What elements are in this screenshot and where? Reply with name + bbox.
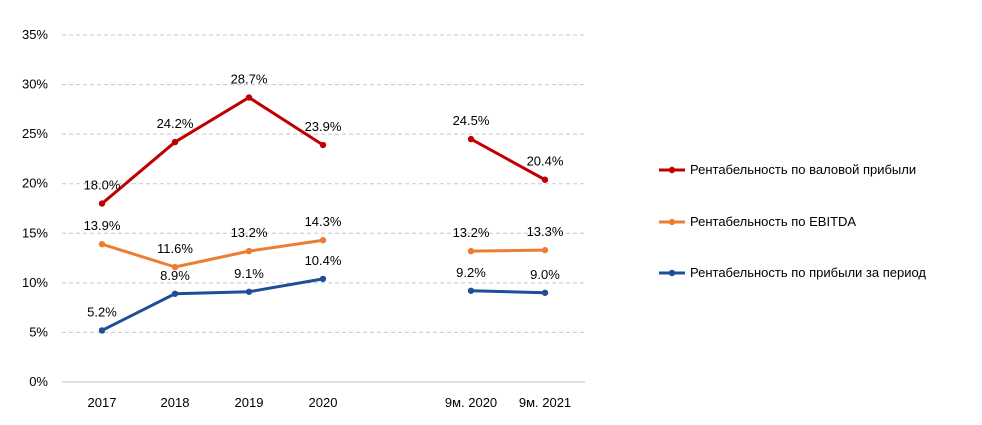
data-point: [467, 287, 475, 294]
data-label: 18.0%: [84, 178, 121, 193]
y-tick-label: 15%: [22, 225, 48, 240]
x-tick-label: 2017: [88, 395, 117, 410]
data-point: [541, 176, 549, 183]
data-point: [541, 246, 549, 254]
data-point: [319, 237, 327, 244]
data-point: [467, 135, 475, 143]
data-point: [98, 200, 106, 207]
data-point: [245, 288, 253, 295]
data-label: 13.2%: [453, 225, 490, 240]
legend-marker: [668, 166, 676, 174]
series-line: [469, 289, 547, 295]
data-label: 11.6%: [157, 241, 193, 256]
data-point: [541, 289, 549, 296]
data-point: [171, 263, 179, 271]
data-point: [98, 240, 106, 248]
data-point: [319, 275, 327, 283]
y-tick-label: 0%: [29, 374, 48, 389]
y-tick-label: 30%: [22, 77, 48, 92]
data-label: 23.9%: [305, 119, 342, 134]
legend-label: Рентабельность по прибыли за период: [690, 265, 926, 280]
x-axis-tick-labels: 2017 2018 2019 2020 9м. 2020 9м. 2021: [88, 395, 572, 410]
data-label: 28.7%: [231, 71, 268, 86]
y-tick-label: 25%: [22, 126, 48, 141]
series-line: [100, 277, 325, 332]
data-point: [171, 290, 179, 297]
y-tick-label: 10%: [22, 275, 48, 290]
data-label: 8.9%: [160, 268, 190, 283]
series-lines: [98, 94, 549, 334]
data-label: 24.2%: [157, 116, 194, 131]
y-tick-label: 20%: [22, 176, 48, 191]
legend-marker: [668, 269, 676, 277]
data-label: 9.1%: [234, 266, 264, 281]
y-tick-label: 35%: [22, 27, 48, 42]
data-label: 10.4%: [305, 253, 342, 268]
legend-marker: [668, 218, 676, 226]
data-labels: 18.0% 24.2% 28.7% 23.9% 24.5% 20.4% 13.9% 11.6%…: [84, 71, 564, 319]
x-tick-label: 9м. 2020: [445, 395, 497, 410]
x-tick-label: 9м. 2021: [519, 395, 571, 410]
y-tick-label: 5%: [29, 324, 48, 339]
legend-label: Рентабельность по EBITDA: [690, 214, 856, 229]
data-point: [319, 141, 327, 149]
series-line: [469, 248, 547, 253]
x-tick-label: 2020: [309, 395, 338, 410]
data-point: [245, 247, 253, 255]
data-point: [171, 138, 179, 146]
gridlines: [62, 34, 585, 383]
data-label: 9.2%: [456, 265, 486, 280]
data-label: 9.0%: [530, 267, 560, 282]
legend: Рентабельность по валовой прибыли Рентабе…: [659, 162, 926, 280]
series-line: [100, 238, 325, 269]
data-label: 20.4%: [527, 154, 564, 169]
series-line: [469, 137, 547, 182]
data-point: [467, 247, 475, 255]
data-label: 5.2%: [87, 304, 117, 319]
data-label: 13.9%: [84, 218, 121, 233]
x-tick-label: 2018: [161, 395, 190, 410]
y-axis-tick-labels: 0% 5% 10% 15% 20% 25% 30% 35%: [22, 27, 48, 389]
series-line: [100, 95, 325, 206]
data-label: 13.2%: [231, 225, 268, 240]
x-tick-label: 2019: [235, 395, 264, 410]
data-label: 14.3%: [305, 214, 342, 229]
data-point: [98, 327, 106, 334]
data-label: 13.3%: [527, 224, 564, 239]
data-label: 24.5%: [453, 113, 490, 128]
data-point: [245, 94, 253, 101]
legend-label: Рентабельность по валовой прибыли: [690, 162, 916, 177]
